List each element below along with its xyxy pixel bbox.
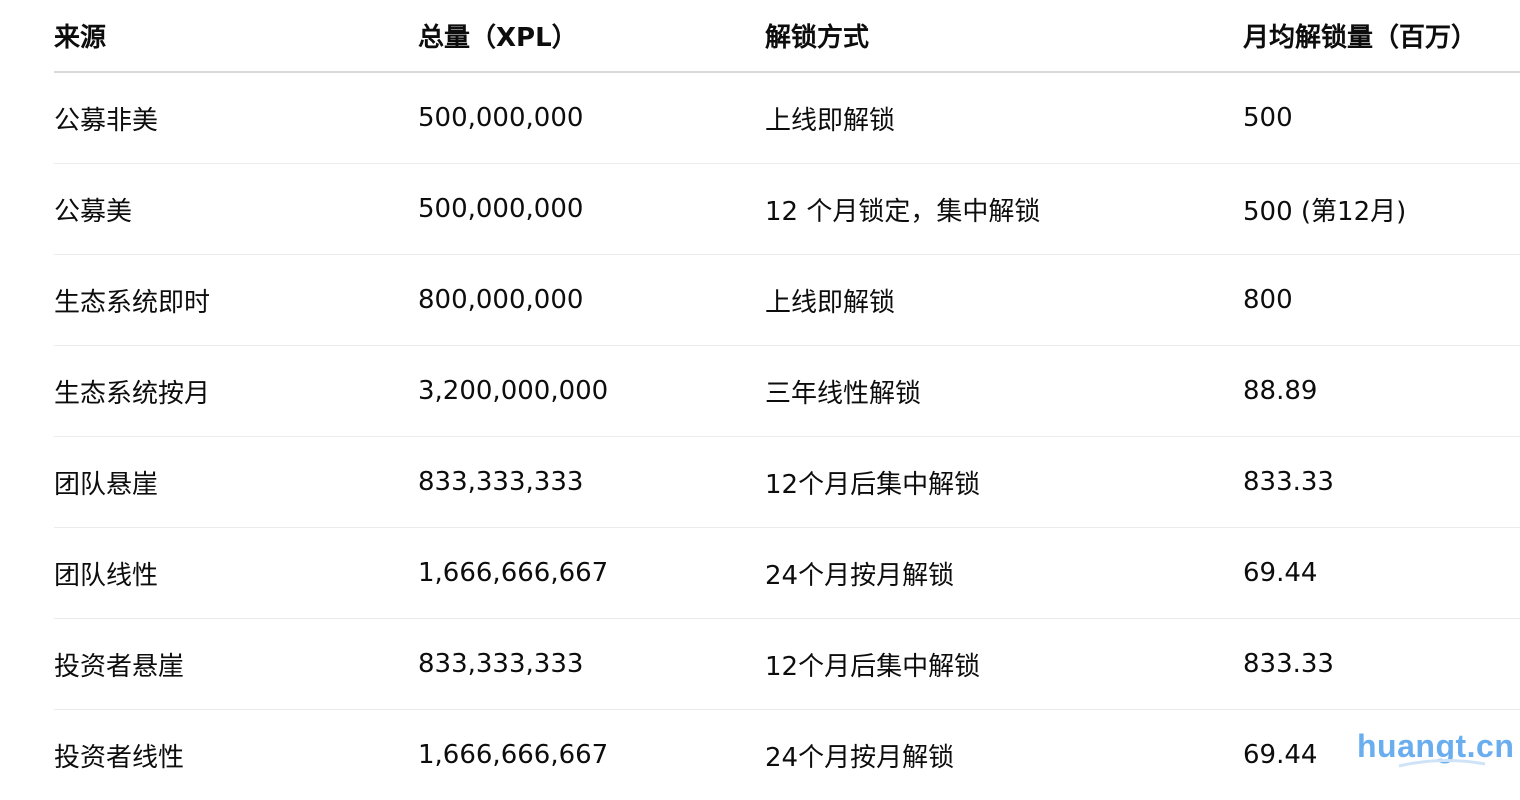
cell-source: 投资者悬崖 — [54, 651, 185, 682]
cell-monthly-unlock: 500 (第12月) — [1243, 196, 1407, 227]
cell-source: 公募非美 — [54, 105, 159, 136]
cell-unlock-method: 24个月按月解锁 — [765, 560, 955, 591]
table-row: 公募美 500,000,000 12 个月锁定，集中解锁 500 (第12月) — [54, 164, 1520, 255]
cell-unlock-method: 12 个月锁定，集中解锁 — [765, 196, 1041, 227]
table-row: 团队线性 1,666,666,667 24个月按月解锁 69.44 — [54, 528, 1520, 619]
cell-monthly-unlock: 833.33 — [1243, 649, 1334, 679]
table-row: 公募非美 500,000,000 上线即解锁 500 — [54, 73, 1520, 164]
cell-unlock-method: 上线即解锁 — [765, 287, 896, 318]
cell-source: 生态系统即时 — [54, 287, 211, 318]
watermark-swoosh-icon — [1398, 758, 1486, 768]
watermark-logo: huangt.cn — [1357, 728, 1515, 768]
cell-source: 投资者线性 — [54, 742, 185, 773]
cell-monthly-unlock: 833.33 — [1243, 467, 1334, 497]
cell-source: 生态系统按月 — [54, 378, 211, 409]
cell-total: 833,333,333 — [418, 649, 584, 679]
cell-monthly-unlock: 69.44 — [1243, 558, 1318, 588]
cell-source: 团队悬崖 — [54, 469, 159, 500]
header-source: 来源 — [54, 23, 107, 53]
cell-source: 公募美 — [54, 196, 133, 227]
cell-total: 500,000,000 — [418, 194, 584, 224]
unlock-table: 来源 总量（XPL） 解锁方式 月均解锁量（百万） 公募非美 500,000,00… — [54, 0, 1520, 800]
cell-total: 1,666,666,667 — [418, 558, 609, 588]
cell-total: 800,000,000 — [418, 285, 584, 315]
header-monthly-unlock: 月均解锁量（百万） — [1243, 23, 1478, 53]
cell-unlock-method: 12个月后集中解锁 — [765, 469, 981, 500]
cell-total: 833,333,333 — [418, 467, 584, 497]
table-row: 投资者线性 1,666,666,667 24个月按月解锁 69.44 — [54, 710, 1520, 800]
cell-monthly-unlock: 88.89 — [1243, 376, 1318, 406]
watermark-text: huangt.cn — [1357, 728, 1515, 764]
cell-total: 1,666,666,667 — [418, 740, 609, 770]
cell-unlock-method: 12个月后集中解锁 — [765, 651, 981, 682]
cell-total: 3,200,000,000 — [418, 376, 609, 406]
cell-unlock-method: 三年线性解锁 — [765, 378, 922, 409]
table-row: 团队悬崖 833,333,333 12个月后集中解锁 833.33 — [54, 437, 1520, 528]
table-header-row: 来源 总量（XPL） 解锁方式 月均解锁量（百万） — [54, 0, 1520, 73]
cell-unlock-method: 上线即解锁 — [765, 105, 896, 136]
cell-monthly-unlock: 800 — [1243, 285, 1293, 315]
table-row: 生态系统按月 3,200,000,000 三年线性解锁 88.89 — [54, 346, 1520, 437]
table-row: 生态系统即时 800,000,000 上线即解锁 800 — [54, 255, 1520, 346]
cell-monthly-unlock: 500 — [1243, 103, 1293, 133]
cell-monthly-unlock: 69.44 — [1243, 740, 1318, 770]
header-unlock-method: 解锁方式 — [765, 23, 870, 53]
cell-source: 团队线性 — [54, 560, 159, 591]
header-total: 总量（XPL） — [418, 23, 578, 53]
table-row: 投资者悬崖 833,333,333 12个月后集中解锁 833.33 — [54, 619, 1520, 710]
cell-unlock-method: 24个月按月解锁 — [765, 742, 955, 773]
cell-total: 500,000,000 — [418, 103, 584, 133]
